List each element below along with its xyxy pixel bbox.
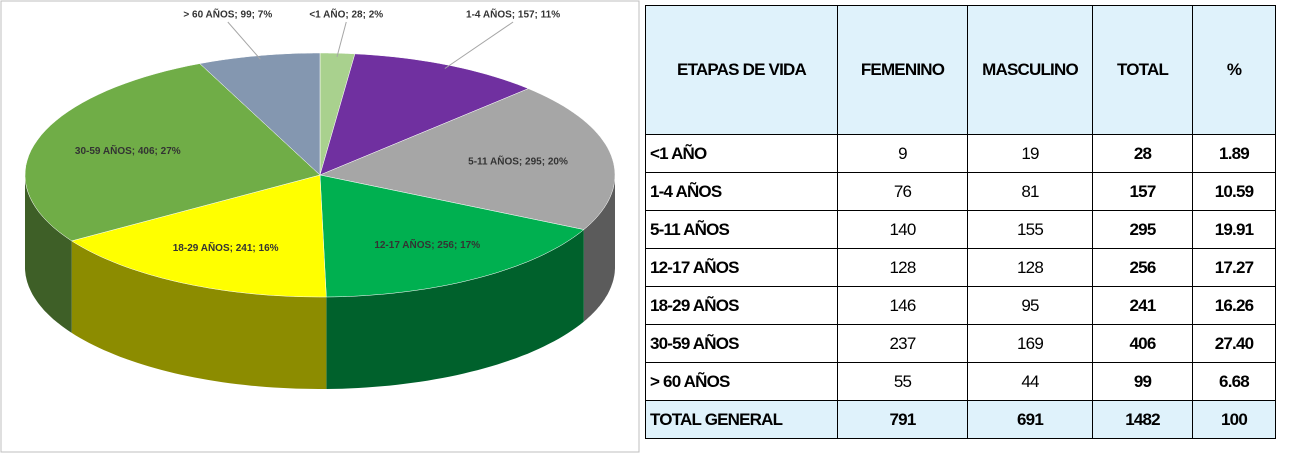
table-cell: 76 (837, 172, 968, 211)
total-cell: 100 (1192, 400, 1276, 439)
table-cell: 295 (1092, 210, 1193, 249)
table-cell: <1 AÑO (645, 134, 838, 173)
table-cell: 128 (837, 248, 968, 287)
data-label: 5-11 AÑOS; 295; 20% (468, 154, 568, 167)
table-cell: 30-59 AÑOS (645, 324, 838, 363)
data-label: 1-4 AÑOS; 157; 11% (466, 8, 560, 21)
chart: <1 AÑO; 28; 2% 1-4 AÑOS; 157; 11% 5-11 AÑO… (0, 0, 640, 453)
table-row: 5-11 AÑOS 140 155 295 19.91 (645, 210, 1276, 249)
header-cell: FEMENINO (837, 5, 968, 135)
table-cell: 157 (1092, 172, 1193, 211)
data-label: <1 AÑO; 28; 2% (309, 8, 383, 21)
table-cell: 19.91 (1192, 210, 1276, 249)
table-cell: 17.27 (1192, 248, 1276, 287)
table-cell: 256 (1092, 248, 1193, 287)
table-cell: 12-17 AÑOS (645, 248, 838, 287)
total-cell: 1482 (1092, 400, 1193, 439)
table-cell: 128 (967, 248, 1093, 287)
slice-side (25, 175, 72, 333)
table-row: > 60 AÑOS 55 44 99 6.68 (645, 362, 1276, 401)
table-cell: 16.26 (1192, 286, 1276, 325)
table-cell: 241 (1092, 286, 1193, 325)
table-cell: 18-29 AÑOS (645, 286, 838, 325)
table-cell: 1-4 AÑOS (645, 172, 838, 211)
total-row: TOTAL GENERAL 791 691 1482 100 (645, 400, 1276, 439)
slice-side (71, 240, 327, 389)
pie-slice (319, 174, 585, 298)
table-cell: 1.89 (1192, 134, 1276, 173)
table-cell: > 60 AÑOS (645, 362, 838, 401)
table-cell: 55 (837, 362, 968, 401)
data-label: 18-29 AÑOS; 241; 16% (173, 241, 279, 254)
total-cell: TOTAL GENERAL (645, 400, 838, 439)
header-cell: ETAPAS DE VIDA (645, 5, 838, 135)
table-cell: 27.40 (1192, 324, 1276, 363)
table-body: <1 AÑO 9 19 28 1.89 1-4 AÑOS 76 81 157 10.59 5-11 … (645, 134, 1276, 439)
table-cell: 5-11 AÑOS (645, 210, 838, 249)
table-row: 12-17 AÑOS 128 128 256 17.27 (645, 248, 1276, 287)
table-cell: 10.59 (1192, 172, 1276, 211)
table-cell: 146 (837, 286, 968, 325)
pie-slice (319, 88, 616, 230)
pie-slice (24, 63, 321, 242)
table-cell: 169 (967, 324, 1093, 363)
header-cell: % (1192, 5, 1276, 135)
pie-slice (319, 53, 530, 176)
leader-line (227, 21, 261, 60)
table-cell: 140 (837, 210, 968, 249)
leader-line (336, 21, 347, 57)
table-cell: 9 (837, 134, 968, 173)
table-cell: 6.68 (1192, 362, 1276, 401)
pie-slice (199, 52, 321, 176)
total-cell: 691 (967, 400, 1093, 439)
table-cell: 44 (967, 362, 1093, 401)
table-row: 1-4 AÑOS 76 81 157 10.59 (645, 172, 1276, 211)
table-cell: 28 (1092, 134, 1193, 173)
table-cell: 95 (967, 286, 1093, 325)
table-row: 18-29 AÑOS 146 95 241 16.26 (645, 286, 1276, 325)
data-label: 12-17 AÑOS; 256; 17% (374, 238, 480, 251)
table-cell: 237 (837, 324, 968, 363)
header-cell: TOTAL (1092, 5, 1193, 135)
data-label: > 60 AÑOS; 99; 7% (183, 8, 272, 21)
slice-side (326, 229, 584, 389)
pie-slice (71, 174, 327, 298)
data-label: 30-59 AÑOS; 406; 27% (75, 144, 181, 157)
header-cell: MASCULINO (967, 5, 1093, 135)
table-cell: 99 (1092, 362, 1193, 401)
table-row: 30-59 AÑOS 237 169 406 27.40 (645, 324, 1276, 363)
total-cell: 791 (837, 400, 968, 439)
data-table: ETAPAS DE VIDA FEMENINO MASCULINO TOTAL% <1… (645, 5, 1276, 439)
table-cell: 406 (1092, 324, 1193, 363)
leader-line (444, 21, 514, 69)
table-row: <1 AÑO 9 19 28 1.89 (645, 134, 1276, 173)
table-cell: 19 (967, 134, 1093, 173)
table-cell: 81 (967, 172, 1093, 211)
slice-side (583, 175, 615, 322)
table-cell: 155 (967, 210, 1093, 249)
header-row: ETAPAS DE VIDA FEMENINO MASCULINO TOTAL% (645, 5, 1276, 135)
